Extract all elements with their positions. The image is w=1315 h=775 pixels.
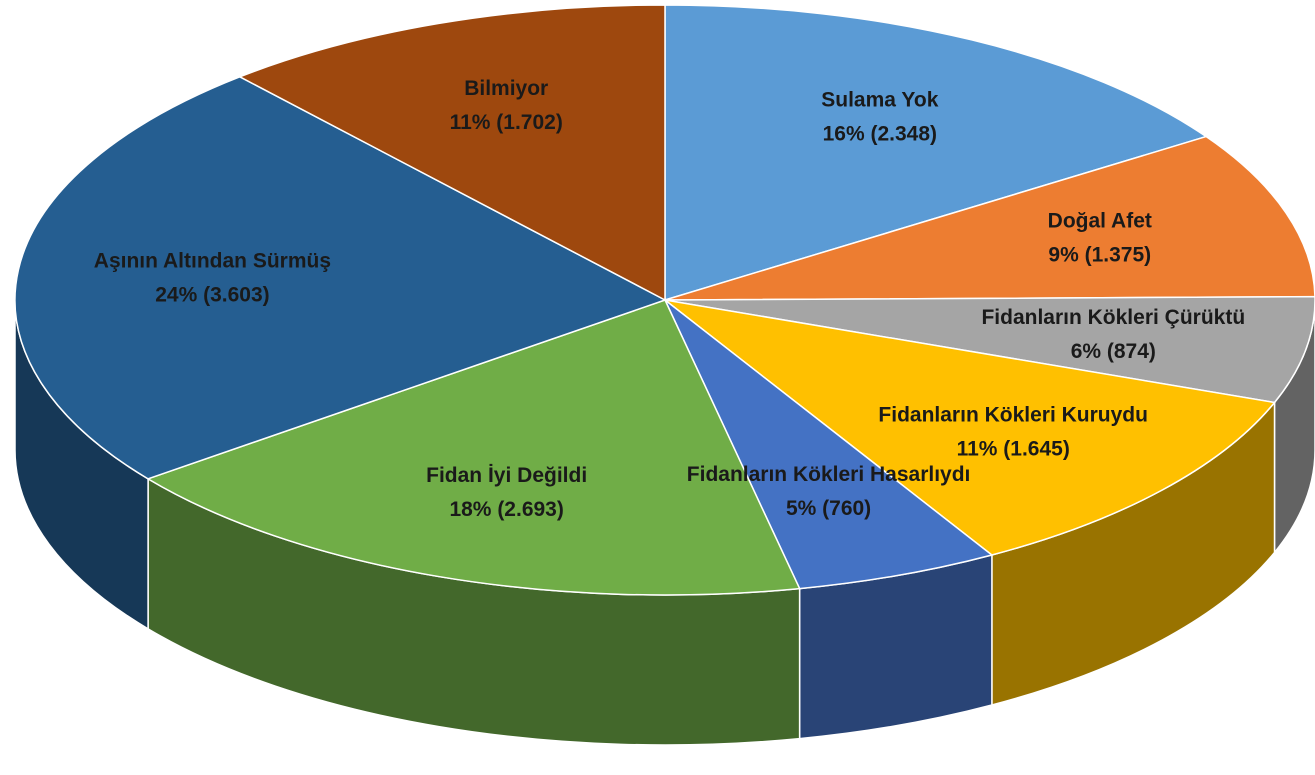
slice-label: Fidanların Kökleri Çürüktü [981, 306, 1245, 329]
slice-value-label: 11% (1.702) [450, 111, 563, 134]
slice [146, 299, 801, 596]
slice [664, 299, 994, 590]
slice-label: Aşının Altından Sürmüş [94, 249, 331, 272]
slice-value-label: 9% (1.375) [1048, 244, 1151, 267]
slice [14, 76, 667, 480]
slice-label: Fidanların Kökleri Kuruydu [878, 403, 1148, 426]
slice [238, 4, 666, 302]
slice-value-label: 11% (1.645) [957, 437, 1070, 460]
slice [664, 135, 1315, 301]
slice-value-label: 5% (760) [786, 497, 871, 520]
slice-label: Fidanların Kökleri Hasarlıydı [687, 463, 971, 486]
slice-value-label: 6% (874) [1071, 340, 1156, 363]
slice [664, 4, 1208, 302]
slice-value-label: 16% (2.348) [823, 123, 937, 146]
slice-label: Doğal Afet [1048, 210, 1152, 233]
slice [664, 299, 1276, 556]
slice-label: Fidan İyi Değildi [426, 464, 587, 487]
slice-label: Sulama Yok [821, 89, 938, 112]
slice-value-label: 24% (3.603) [155, 283, 269, 306]
slice-value-label: 18% (2.693) [449, 498, 563, 521]
slice-label: Bilmiyor [464, 77, 548, 100]
